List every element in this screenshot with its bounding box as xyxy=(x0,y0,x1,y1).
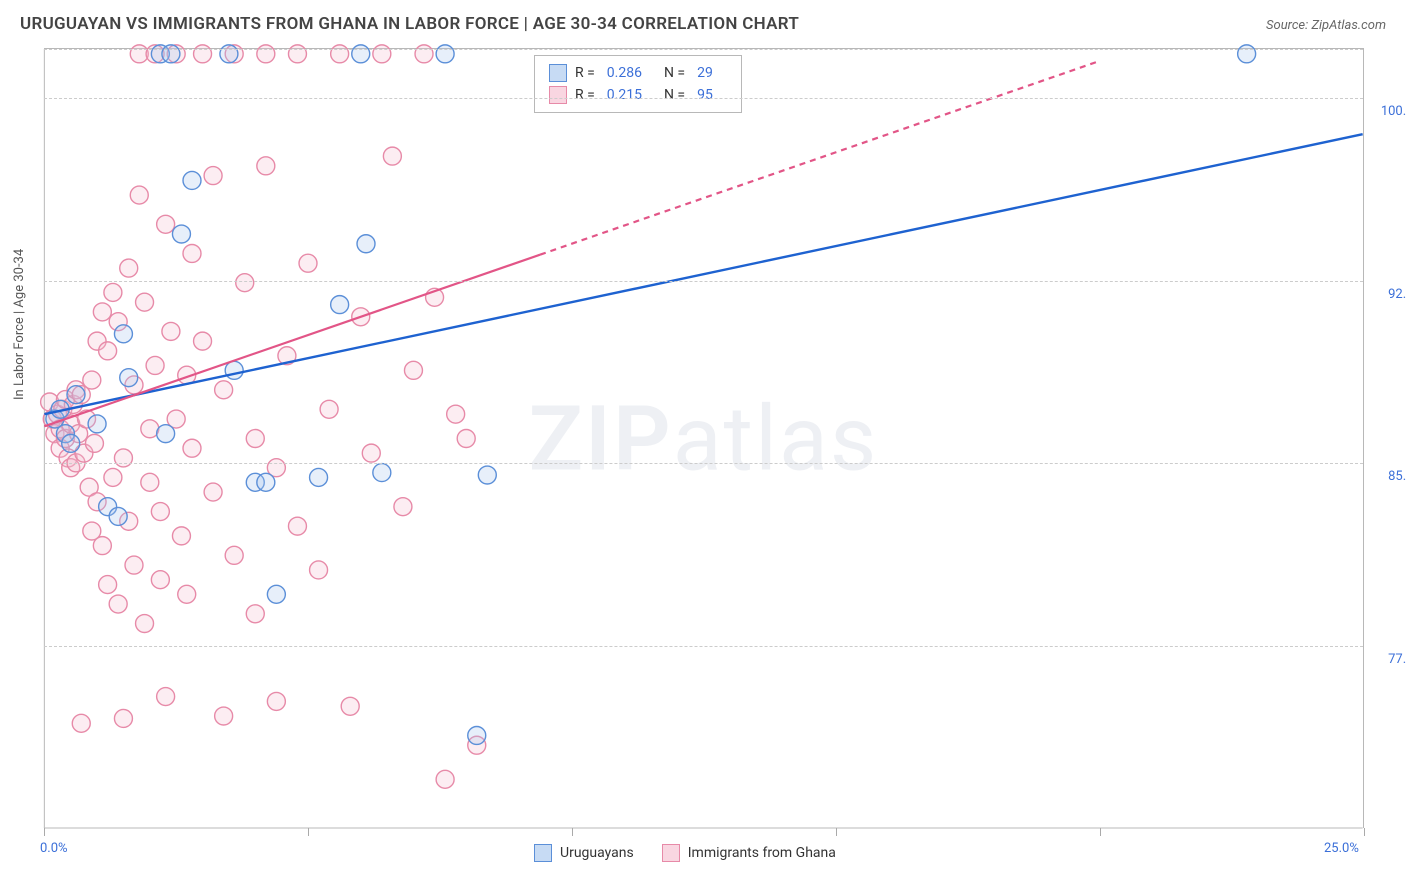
chart-area: ZIPatlas R = 0.286 N = 29 R = 0.215 N = … xyxy=(44,48,1364,828)
source-name: ZipAtlas.com xyxy=(1311,18,1386,33)
x-tick xyxy=(1100,828,1101,836)
legend-row-uruguayans: R = 0.286 N = 29 xyxy=(549,62,727,84)
y-tick-label: 77.5% xyxy=(1368,652,1406,667)
n-value-ghana: 95 xyxy=(697,87,713,103)
y-tick-label: 92.5% xyxy=(1368,287,1406,302)
gridline-h xyxy=(44,646,1363,647)
y-tick-label: 100.0% xyxy=(1368,104,1406,119)
legend-item-ghana: Immigrants from Ghana xyxy=(662,844,836,862)
chart-source: Source: ZipAtlas.com xyxy=(1266,18,1386,33)
series-name-uruguayans: Uruguayans xyxy=(560,845,634,861)
r-label: R = xyxy=(575,65,595,81)
swatch-uruguayans xyxy=(549,64,567,82)
chart-header: URUGUAYAN VS IMMIGRANTS FROM GHANA IN LA… xyxy=(0,0,1406,42)
swatch-ghana xyxy=(549,86,567,104)
n-value-uruguayans: 29 xyxy=(697,65,713,81)
n-label: N = xyxy=(664,87,685,103)
scatter-plot-svg xyxy=(44,49,1363,828)
x-tick-label: 25.0% xyxy=(1324,841,1359,856)
gridline-h xyxy=(44,463,1363,464)
chart-title: URUGUAYAN VS IMMIGRANTS FROM GHANA IN LA… xyxy=(20,14,799,34)
gridline-h xyxy=(44,281,1363,282)
swatch-ghana xyxy=(662,844,680,862)
y-tick-label: 85.0% xyxy=(1368,469,1406,484)
r-value-ghana: 0.215 xyxy=(607,87,642,103)
r-value-uruguayans: 0.286 xyxy=(607,65,642,81)
n-label: N = xyxy=(664,65,685,81)
gridline-h xyxy=(44,49,1363,50)
series-name-ghana: Immigrants from Ghana xyxy=(688,845,836,861)
y-axis-label: In Labor Force | Age 30-34 xyxy=(12,249,27,400)
r-label: R = xyxy=(575,87,595,103)
source-prefix: Source: xyxy=(1266,18,1311,33)
x-tick xyxy=(836,828,837,836)
legend-row-ghana: R = 0.215 N = 95 xyxy=(549,84,727,106)
swatch-uruguayans xyxy=(534,844,552,862)
gridline-h xyxy=(44,98,1363,99)
series-legend: Uruguayans Immigrants from Ghana xyxy=(534,844,836,862)
x-tick xyxy=(44,828,45,836)
x-tick xyxy=(572,828,573,836)
x-tick xyxy=(308,828,309,836)
x-tick xyxy=(1364,828,1365,836)
legend-item-uruguayans: Uruguayans xyxy=(534,844,634,862)
correlation-legend: R = 0.286 N = 29 R = 0.215 N = 95 xyxy=(534,55,742,113)
x-tick-label: 0.0% xyxy=(40,841,68,856)
